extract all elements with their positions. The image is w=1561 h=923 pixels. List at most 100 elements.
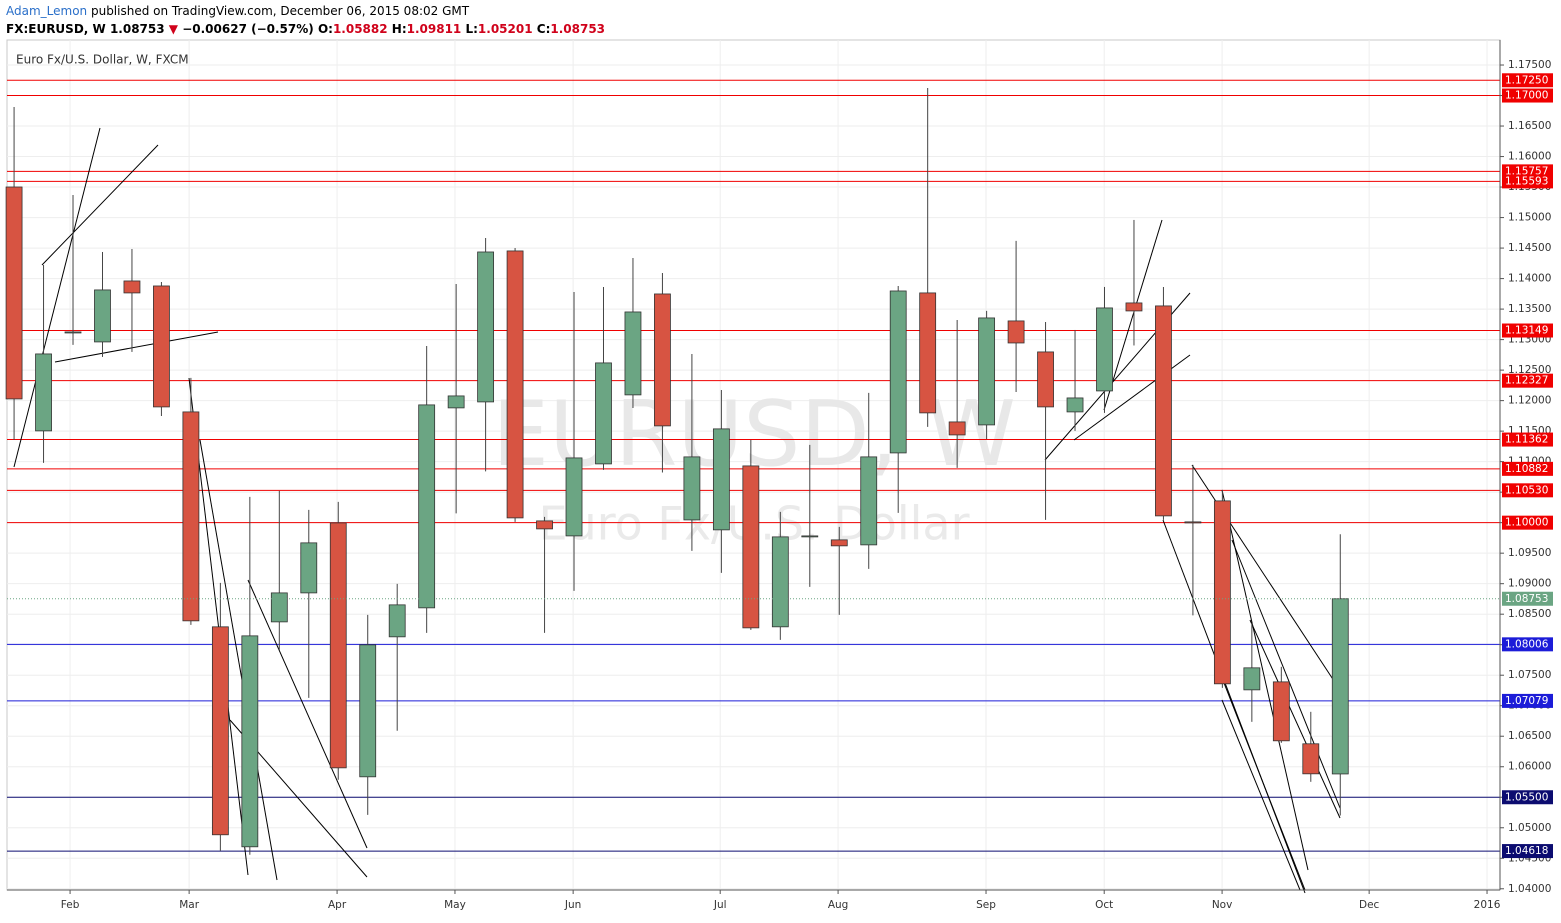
candle-body bbox=[94, 289, 111, 343]
quote-value: 1.05882 bbox=[332, 22, 388, 36]
candle-body bbox=[624, 311, 642, 396]
candle-body bbox=[300, 542, 318, 594]
level-tag bbox=[1502, 73, 1553, 88]
candle-body bbox=[506, 250, 524, 519]
y-tick-label: 1.14500 bbox=[1508, 242, 1551, 254]
quote-label: C: bbox=[536, 22, 551, 36]
x-tick-label: Dec bbox=[1359, 899, 1380, 911]
x-tick-label: Mar bbox=[179, 899, 199, 911]
candle-body bbox=[1213, 500, 1231, 685]
x-tick-label: Aug bbox=[828, 899, 849, 911]
level-tag bbox=[1502, 323, 1553, 338]
candle-body bbox=[388, 604, 406, 638]
level-tag bbox=[1502, 174, 1553, 189]
author-link[interactable]: Adam_Lemon bbox=[6, 4, 88, 18]
y-tick-label: 1.16500 bbox=[1508, 120, 1551, 132]
y-tick-label: 1.12000 bbox=[1508, 395, 1551, 407]
candle-body bbox=[35, 353, 52, 432]
symbol: FX:EURUSD, W bbox=[6, 22, 106, 36]
level-label: 1.17250 bbox=[1505, 74, 1548, 86]
last-price-label: 1.08753 bbox=[1505, 593, 1548, 605]
x-tick-label: Apr bbox=[328, 899, 347, 911]
x-tick-label: Oct bbox=[1095, 899, 1113, 911]
candle-body bbox=[860, 456, 878, 546]
candle-body bbox=[1184, 521, 1202, 524]
level-tag bbox=[1502, 637, 1553, 652]
x-tick-label: Feb bbox=[61, 899, 80, 911]
candle-body bbox=[153, 285, 170, 408]
candle-body bbox=[1066, 397, 1084, 413]
publish-line: Adam_Lemon published on TradingView.com,… bbox=[6, 4, 469, 18]
trend-line bbox=[247, 579, 368, 849]
trend-line bbox=[1221, 699, 1301, 891]
change: −0.00627 (−0.57%) bbox=[182, 22, 314, 36]
header: Adam_Lemon published on TradingView.com,… bbox=[0, 0, 1561, 40]
candle-body bbox=[1037, 351, 1054, 408]
level-label: 1.11362 bbox=[1505, 434, 1548, 446]
level-tag bbox=[1502, 88, 1553, 103]
level-label: 1.15757 bbox=[1505, 165, 1548, 177]
candle-body bbox=[565, 457, 583, 537]
candle-body bbox=[919, 292, 937, 414]
level-label: 1.08006 bbox=[1505, 638, 1549, 650]
candle-body bbox=[447, 395, 465, 409]
trend-line bbox=[1231, 539, 1341, 809]
candle-body bbox=[359, 644, 377, 778]
level-tag bbox=[1502, 483, 1553, 498]
y-tick-label: 1.09500 bbox=[1508, 547, 1551, 559]
y-tick-label: 1.06000 bbox=[1508, 761, 1551, 773]
y-tick-label: 1.09000 bbox=[1508, 578, 1551, 590]
quote-label: H: bbox=[391, 22, 407, 36]
level-label: 1.13149 bbox=[1505, 325, 1548, 337]
y-tick-label: 1.17500 bbox=[1508, 59, 1551, 71]
candle-body bbox=[477, 251, 495, 403]
arrow: ▼ bbox=[168, 22, 179, 36]
quote-label: O: bbox=[317, 22, 333, 36]
candle-body bbox=[64, 331, 82, 334]
candle-body bbox=[123, 280, 141, 294]
level-tag bbox=[1502, 790, 1553, 805]
candle-body bbox=[978, 317, 996, 426]
candle-body bbox=[712, 428, 730, 531]
last-price-tag bbox=[1502, 591, 1553, 606]
x-tick-label: Nov bbox=[1212, 899, 1233, 911]
level-tag bbox=[1502, 515, 1553, 530]
level-label: 1.12327 bbox=[1505, 375, 1548, 387]
trend-line bbox=[1221, 489, 1309, 871]
level-label: 1.15593 bbox=[1505, 175, 1548, 187]
level-tag bbox=[1502, 844, 1553, 859]
y-tick-label: 1.16000 bbox=[1508, 151, 1551, 163]
candle-body bbox=[241, 635, 259, 848]
trend-line bbox=[41, 144, 159, 266]
candle-body bbox=[270, 592, 288, 623]
candle-body bbox=[1125, 302, 1143, 312]
trend-line bbox=[13, 127, 101, 468]
y-tick-label: 1.06500 bbox=[1508, 730, 1551, 742]
trend-line bbox=[54, 331, 219, 363]
candle-body bbox=[948, 421, 966, 436]
trend-line bbox=[1249, 619, 1341, 819]
trend-line bbox=[1103, 219, 1163, 411]
level-tag bbox=[1502, 693, 1553, 708]
candle-body bbox=[1302, 743, 1320, 775]
ohlc: O:1.05882 H:1.09811 L:1.05201 C:1.08753 bbox=[318, 22, 609, 36]
candle-body bbox=[1243, 667, 1261, 691]
last: 1.08753 bbox=[109, 22, 165, 36]
level-label: 1.10530 bbox=[1505, 484, 1548, 496]
candle-body bbox=[1007, 320, 1025, 344]
level-label: 1.04618 bbox=[1505, 845, 1548, 857]
x-tick-label: Sep bbox=[976, 899, 996, 911]
y-tick-label: 1.04000 bbox=[1508, 883, 1551, 895]
x-tick-label: Jun bbox=[564, 899, 581, 911]
level-label: 1.07079 bbox=[1505, 695, 1548, 707]
candle-body bbox=[1272, 681, 1290, 742]
y-tick-label: 1.05000 bbox=[1508, 822, 1551, 834]
candle-body bbox=[742, 465, 760, 629]
candle-body bbox=[801, 535, 819, 538]
y-tick-label: 1.08500 bbox=[1508, 608, 1551, 620]
level-label: 1.10882 bbox=[1505, 463, 1548, 475]
candle-body bbox=[1155, 305, 1172, 517]
y-tick-label: 1.07500 bbox=[1508, 669, 1551, 681]
candle-body bbox=[536, 520, 553, 530]
